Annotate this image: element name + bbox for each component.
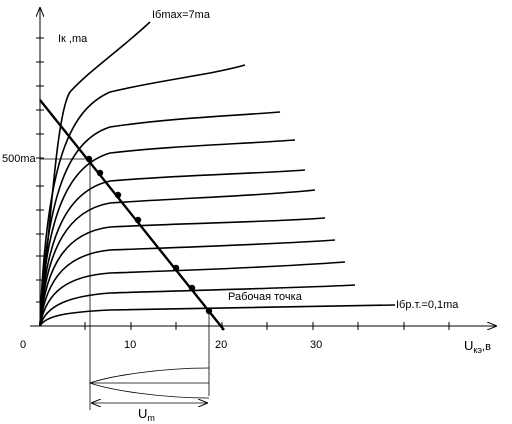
axes <box>30 8 496 330</box>
projection-lines <box>40 158 210 410</box>
x-axis-subscript: кэ <box>473 345 482 355</box>
x-tick-label: 0 <box>20 339 26 351</box>
min-curve-label: Iбр.т.=0,1ma <box>396 299 459 311</box>
load-line <box>39 99 225 331</box>
amplitude-subscript: m <box>147 413 155 423</box>
x-tick-label: 10 <box>124 339 136 351</box>
x-tick-label: 30 <box>310 339 322 351</box>
characteristic-curves <box>39 21 396 327</box>
x-tick-label: 20 <box>215 339 227 351</box>
x-axis-symbol: U <box>464 338 473 353</box>
operating-point-label: Рабочая точка <box>228 291 303 303</box>
amplitude-label: Um <box>138 406 155 423</box>
x-axis-label: Uкэ,в <box>464 338 491 355</box>
y-tick-label: 500ma <box>2 153 37 165</box>
amplitude-symbol: U <box>138 406 147 421</box>
x-axis-unit: ,в <box>482 341 491 353</box>
max-curve-label: Iбmax=7ma <box>152 9 211 21</box>
y-axis-label: Iк ,ma <box>58 33 88 45</box>
